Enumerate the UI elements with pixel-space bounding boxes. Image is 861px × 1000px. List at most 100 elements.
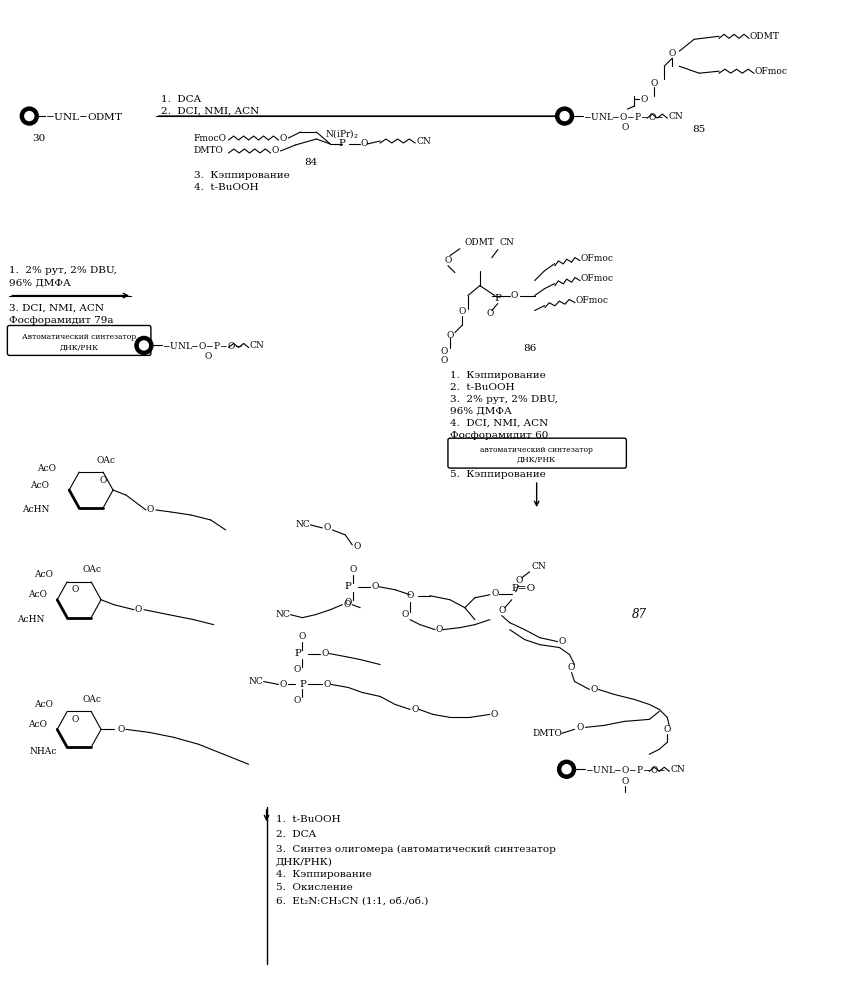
Text: O: O [323, 680, 331, 689]
Text: O: O [401, 610, 408, 619]
Text: CN: CN [667, 112, 682, 121]
Text: 1.  2% рут, 2% DBU,: 1. 2% рут, 2% DBU, [9, 266, 117, 275]
Text: $-$UNL$-$O$-$P$-$O$-$: $-$UNL$-$O$-$P$-$O$-$ [162, 340, 243, 351]
Text: O: O [353, 542, 360, 551]
Text: O: O [668, 49, 675, 58]
Text: O: O [514, 576, 522, 585]
Text: OAc: OAc [82, 695, 101, 704]
Text: O: O [406, 591, 413, 600]
FancyBboxPatch shape [448, 438, 626, 468]
Text: P: P [493, 294, 500, 303]
Text: ДНК/РНК: ДНК/РНК [59, 343, 99, 351]
Text: Автоматический синтезатор: Автоматический синтезатор [22, 333, 136, 341]
Text: 85: 85 [691, 125, 705, 134]
Text: 5.  Кэппирование: 5. Кэппирование [449, 470, 545, 479]
Text: AcO: AcO [28, 720, 47, 729]
Text: O: O [576, 723, 583, 732]
Text: O: O [411, 705, 418, 714]
Text: O: O [279, 680, 287, 689]
Text: O: O [498, 606, 505, 615]
Text: N(iPr)$_2$: N(iPr)$_2$ [325, 127, 359, 140]
Text: 1.  DCA: 1. DCA [161, 95, 201, 104]
Text: OAc: OAc [96, 456, 115, 465]
Text: 4.  t-BuOOH: 4. t-BuOOH [194, 183, 258, 192]
Text: O: O [558, 637, 566, 646]
Text: O: O [440, 356, 447, 365]
Text: P: P [294, 649, 300, 658]
Text: CN: CN [416, 136, 430, 145]
Text: $-$UNL$-$O$-$P$-$O$-$: $-$UNL$-$O$-$P$-$O$-$ [582, 111, 663, 122]
Text: OFmoc: OFmoc [754, 67, 787, 76]
Text: FmocO: FmocO [194, 134, 226, 143]
Circle shape [139, 341, 148, 350]
Text: O: O [371, 582, 378, 591]
Text: O: O [99, 476, 106, 485]
Circle shape [561, 765, 570, 774]
Text: $-$UNL$-$ODMT: $-$UNL$-$ODMT [45, 111, 123, 122]
Text: O: O [443, 256, 451, 265]
Text: $-$UNL$-$O$-$P$-$O$-$: $-$UNL$-$O$-$P$-$O$-$ [584, 764, 665, 775]
Text: 1.  Кэппирование: 1. Кэппирование [449, 371, 545, 380]
Text: O: O [117, 725, 124, 734]
Text: 4.  DCI, NMI, ACN: 4. DCI, NMI, ACN [449, 419, 548, 428]
Text: 2.  t-BuOOH: 2. t-BuOOH [449, 383, 514, 392]
Text: AcO: AcO [37, 464, 56, 473]
Circle shape [557, 760, 575, 778]
Text: 30: 30 [33, 134, 46, 143]
Text: 3.  Синтез олигомера (автоматический синтезатор: 3. Синтез олигомера (автоматический синт… [276, 844, 554, 854]
Text: AcO: AcO [28, 590, 47, 599]
Text: 87: 87 [631, 608, 646, 621]
Text: O: O [279, 134, 287, 143]
Text: AcHN: AcHN [22, 505, 49, 514]
Text: O: O [492, 589, 499, 598]
Text: ODMT: ODMT [464, 238, 494, 247]
Circle shape [135, 336, 152, 354]
Text: 96% ДМФА: 96% ДМФА [9, 278, 71, 287]
Text: OFmoc: OFmoc [575, 296, 608, 305]
Text: OFmoc: OFmoc [579, 274, 613, 283]
Text: O: O [490, 710, 498, 719]
Text: O: O [458, 307, 465, 316]
Text: O: O [567, 663, 574, 672]
Text: OAc: OAc [82, 565, 101, 574]
Text: O: O [323, 523, 331, 532]
Text: P=O: P=O [511, 584, 536, 593]
Text: AcHN: AcHN [17, 615, 44, 624]
Text: 2.  DCA: 2. DCA [276, 830, 315, 839]
Text: 2.  DCI, NMI, ACN: 2. DCI, NMI, ACN [161, 107, 259, 116]
Text: NC: NC [295, 520, 310, 529]
Text: O: O [360, 139, 367, 148]
Text: 3. DCI, NMI, ACN: 3. DCI, NMI, ACN [9, 304, 104, 313]
Text: AcO: AcO [30, 481, 49, 490]
Text: O: O [71, 715, 78, 724]
Text: 86: 86 [523, 344, 536, 353]
Text: 5.  Окисление: 5. Окисление [276, 883, 352, 892]
Text: O: O [486, 309, 493, 318]
Circle shape [555, 107, 573, 125]
Text: AcO: AcO [34, 700, 53, 709]
Text: CN: CN [670, 765, 684, 774]
Text: O: O [321, 649, 328, 658]
Text: O: O [663, 725, 670, 734]
Text: O: O [640, 95, 647, 104]
Text: CN: CN [250, 341, 264, 350]
Text: 6.  Et₂N:CH₃CN (1:1, об./об.): 6. Et₂N:CH₃CN (1:1, об./об.) [276, 896, 427, 905]
Text: 4.  Кэппирование: 4. Кэппирование [276, 870, 371, 879]
Text: O: O [271, 146, 279, 155]
Text: CN: CN [499, 238, 514, 247]
Text: ODMT: ODMT [749, 32, 779, 41]
Text: O: O [511, 291, 517, 300]
Text: O: O [135, 605, 142, 614]
Text: CN: CN [531, 562, 546, 571]
Text: O: O [146, 505, 154, 514]
Text: O: O [204, 352, 211, 361]
Text: NHAc: NHAc [30, 747, 57, 756]
Text: 3.  Кэппирование: 3. Кэппирование [194, 171, 289, 180]
Text: ДНК/РНК: ДНК/РНК [517, 456, 555, 464]
Text: автоматический синтезатор: автоматический синтезатор [480, 446, 592, 454]
Text: O: O [350, 565, 356, 574]
Text: O: O [294, 665, 300, 674]
Text: O: O [621, 123, 629, 132]
Text: O: O [650, 79, 657, 88]
Circle shape [560, 112, 568, 121]
